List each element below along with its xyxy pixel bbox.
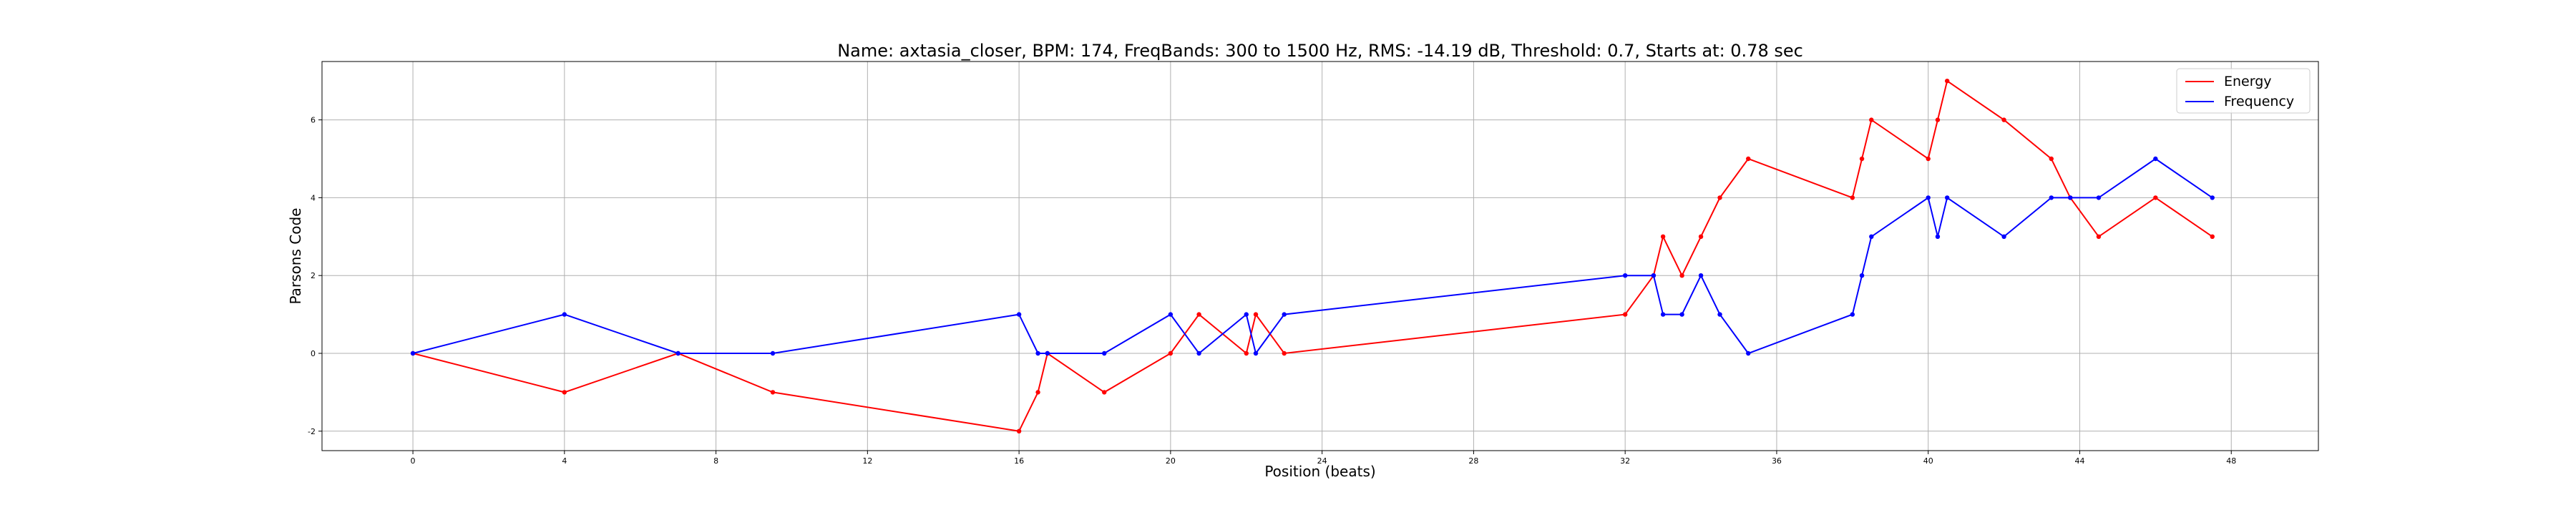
x-tick-label: 32 [1620,456,1630,466]
data-point-frequency [1168,312,1174,317]
data-point-frequency [1717,312,1722,317]
x-tick-label: 28 [1468,456,1478,466]
data-point-energy [1282,350,1287,356]
data-point-frequency [562,312,567,317]
data-point-energy [1102,390,1107,395]
data-point-energy [1035,390,1040,395]
y-tick-label: -2 [308,427,316,436]
data-point-energy [1869,117,1874,122]
legend: Energy Frequency [2176,68,2311,114]
series-frequency [410,156,2215,356]
data-point-energy [2001,117,2006,122]
data-point-frequency [2001,234,2006,239]
data-point-frequency [1869,234,1874,239]
data-point-energy [1196,312,1201,317]
data-point-frequency [1651,273,1657,278]
data-point-energy [2096,234,2102,239]
data-point-frequency [1850,312,1855,317]
data-point-frequency [1035,350,1040,356]
data-point-energy [1944,79,1950,84]
data-point-energy [2153,195,2158,200]
x-tick-label: 36 [1772,456,1782,466]
x-axis-label: Position (beats) [1264,463,1375,480]
data-point-frequency [1196,350,1201,356]
x-tick-label: 48 [2226,456,2236,466]
data-point-frequency [2068,195,2073,200]
data-point-energy [2210,234,2215,239]
series-layer [410,79,2215,433]
data-point-frequency [1244,312,1249,317]
y-tick-label: 6 [311,116,316,125]
plot-frame [321,61,2319,451]
data-point-frequency [1253,350,1259,356]
data-point-frequency [1660,312,1666,317]
x-tick-label: 4 [562,456,567,466]
chart-title: Name: axtasia_closer, BPM: 174, FreqBand… [837,41,1803,61]
data-point-frequency [1746,350,1751,356]
data-point-frequency [1016,312,1022,317]
x-tick-label: 40 [1923,456,1933,466]
x-tick-label: 20 [1166,456,1176,466]
data-point-frequency [1698,273,1704,278]
data-point-frequency [675,350,680,356]
data-point-frequency [1045,350,1050,356]
legend-label-frequency: Frequency [2224,94,2294,109]
x-tick-label: 0 [411,456,416,466]
data-point-energy [1746,156,1751,162]
data-point-frequency [1679,312,1684,317]
y-tick-label: 0 [311,349,316,358]
data-point-frequency [2153,156,2158,162]
data-point-energy [1926,156,1931,162]
x-tick-label: 12 [862,456,872,466]
data-point-energy [1660,234,1666,239]
data-point-energy [1850,195,1855,200]
data-point-energy [1622,312,1628,317]
x-tick-label: 8 [713,456,718,466]
data-point-energy [1244,350,1249,356]
data-point-energy [1698,234,1704,239]
data-point-energy [770,390,776,395]
y-axis-label: Parsons Code [287,208,304,305]
data-point-frequency [1859,273,1865,278]
series-line-energy [412,79,2213,432]
data-point-frequency [1622,273,1628,278]
data-point-frequency [2096,195,2102,200]
data-point-energy [1859,156,1865,162]
data-point-frequency [1102,350,1107,356]
data-point-energy [1016,428,1022,433]
data-point-frequency [410,350,416,356]
data-point-frequency [2210,195,2215,200]
data-point-frequency [1282,312,1287,317]
legend-label-energy: Energy [2224,74,2272,89]
data-point-energy [1679,273,1684,278]
data-point-energy [562,390,567,395]
data-point-energy [1253,312,1259,317]
grid [322,62,2318,451]
data-point-frequency [770,350,776,356]
x-tick-label: 44 [2074,456,2084,466]
data-point-energy [1717,195,1722,200]
x-tick-label: 24 [1317,456,1327,466]
data-point-energy [2049,156,2054,162]
y-tick-label: 4 [311,193,316,202]
y-tick-label: 2 [311,271,316,280]
data-point-energy [1168,350,1174,356]
data-point-frequency [1944,195,1950,200]
data-point-energy [1935,117,1941,122]
data-point-frequency [1926,195,1931,200]
data-point-frequency [1935,234,1941,239]
x-tick-label: 16 [1014,456,1024,466]
data-point-frequency [2049,195,2054,200]
